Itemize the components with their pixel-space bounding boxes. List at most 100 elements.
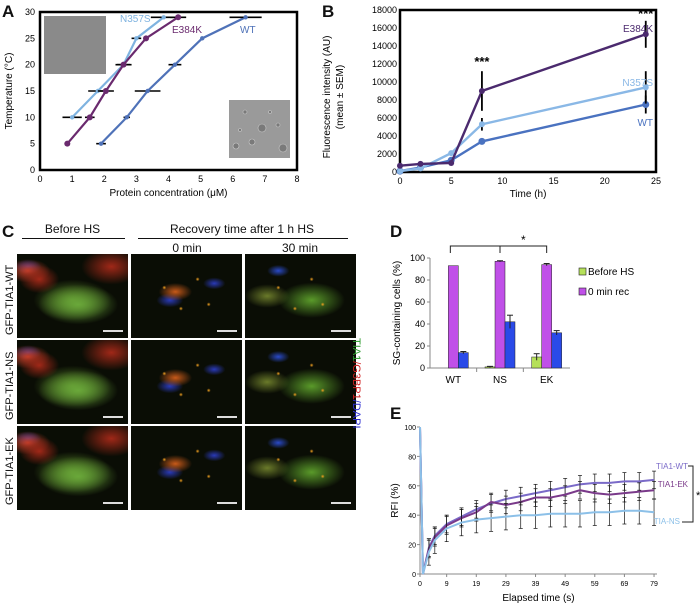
x-tick-label: 79 (650, 581, 658, 588)
panel-label-e: E (390, 404, 402, 423)
y-tick-label: 0 (420, 363, 425, 373)
y-tick-label: 25 (25, 33, 35, 43)
x-tick-label: 29 (502, 581, 510, 588)
micrograph-gfp-tia1-ek-0 (17, 426, 128, 510)
micrograph-gfp-tia1-ns-1 (131, 340, 242, 424)
scale-bar (217, 502, 237, 504)
series-line-TIA1-EK (419, 426, 655, 575)
row-label-wt: GFP-TIA1-WT (4, 264, 16, 335)
data-point (86, 114, 93, 121)
y-tick-label: 0 (392, 167, 397, 177)
series-label-N357S: N357S (120, 14, 151, 25)
data-point (145, 88, 150, 94)
stain-label-g3bp1: /G3BP1 (350, 361, 362, 400)
x-tick-label: 3 (134, 174, 139, 184)
y-tick-label: 18000 (372, 5, 397, 15)
data-point (161, 15, 166, 20)
header-recovery-line (138, 238, 348, 239)
y-tick-label: 20 (408, 543, 416, 550)
scale-bar (103, 502, 123, 504)
y-tick-label: 0 (412, 572, 416, 579)
y-tick-label: 60 (415, 297, 425, 307)
y-tick-label: 20 (415, 341, 425, 351)
stain-label-dapi: /DAPI (350, 399, 362, 429)
scale-bar (103, 416, 123, 418)
y-tick-label: 16000 (372, 23, 397, 33)
data-point (102, 88, 109, 94)
legend-label: Before HS (588, 267, 634, 278)
data-point (243, 15, 248, 20)
series-label-N357S: N357S (622, 78, 653, 89)
x-tick-label: 59 (591, 581, 599, 588)
x-tick-label: 39 (532, 581, 540, 588)
scale-bar (103, 330, 123, 332)
bar (458, 352, 469, 369)
data-point (478, 121, 485, 128)
series-line-TIA1-WT (419, 426, 655, 575)
data-point (417, 160, 424, 167)
x-axis-label: Protein concentration (μM) (109, 188, 227, 199)
x-tick-label: 1 (70, 174, 75, 184)
x-tick-label: 6 (230, 174, 235, 184)
data-point (64, 140, 71, 147)
bar (504, 321, 516, 369)
header-before-line (22, 238, 125, 239)
x-tick-label: 0 (418, 581, 422, 588)
droplet (248, 138, 256, 146)
y-axis-label: Fluorescence intensity (AU) (322, 36, 333, 159)
chart-a: 0 1 2 3 4 5 6 7 8 0 5 10 15 20 25 30 Protein concentrati… (4, 7, 300, 199)
panel-label-b: B (322, 2, 335, 21)
x-tick-label: 0 (397, 176, 402, 186)
x-tick-label: 4 (166, 174, 171, 184)
y-tick-label: 15 (25, 86, 35, 96)
data-point (642, 31, 649, 38)
significance-marker: *** (474, 54, 490, 69)
panel-label-d: D (390, 222, 403, 241)
x-tick-label: EK (540, 375, 554, 386)
chart-d: 0 20 40 60 80 100 SG-containing cells (%) WT NS E… (392, 233, 634, 386)
droplet (275, 122, 281, 128)
stain-label-tia1: TIA1 (350, 338, 362, 362)
x-tick-label: 69 (621, 581, 629, 588)
x-tick-label: 2 (102, 174, 107, 184)
significance-bracket (449, 245, 548, 253)
y-axis-label: Temperature (°C) (4, 53, 15, 130)
y-tick-label: 6000 (377, 113, 397, 123)
series-line-TIA-NS (419, 426, 655, 575)
micrograph-gfp-tia1-ek-1 (131, 426, 242, 510)
series-label-TIA1-EK: TIA1-EK (658, 480, 689, 489)
legend-label: 0 min rec (588, 287, 629, 298)
scale-bar (217, 416, 237, 418)
droplet (232, 142, 240, 150)
y-tick-label: 100 (410, 253, 425, 263)
data-point (448, 160, 455, 166)
data-point (417, 165, 424, 172)
scale-bar (331, 502, 351, 504)
series-label-WT: WT (240, 25, 256, 36)
col-0min: 0 min (172, 241, 202, 255)
y-tick-label: 8000 (377, 95, 397, 105)
bar (448, 265, 459, 369)
series-label-TIA1-WT: TIA1-WT (656, 462, 688, 471)
header-recovery: Recovery time after 1 h HS (169, 222, 315, 236)
series-label-E384K: E384K (623, 24, 653, 35)
x-tick-label: 19 (472, 581, 480, 588)
data-point (478, 88, 485, 94)
y-tick-label: 30 (25, 7, 35, 17)
data-point (69, 115, 75, 120)
x-tick-label: 8 (294, 174, 299, 184)
data-point (642, 84, 649, 91)
data-point (175, 14, 182, 21)
series-label-WT: WT (637, 118, 653, 129)
x-tick-label: 5 (449, 176, 454, 186)
x-tick-label: 7 (262, 174, 267, 184)
plot-frame (398, 8, 658, 174)
micrograph-gfp-tia1-ns-0 (17, 340, 128, 424)
y-axis-label-2: (mean ± SEM) (335, 65, 346, 129)
y-axis-label: SG-containing cells (%) (392, 261, 403, 365)
y-tick-label: 100 (404, 425, 416, 432)
scale-bar (331, 416, 351, 418)
y-tick-label: 2000 (377, 149, 397, 159)
data-point (642, 101, 650, 108)
x-axis-label: Elapsed time (s) (502, 593, 574, 604)
